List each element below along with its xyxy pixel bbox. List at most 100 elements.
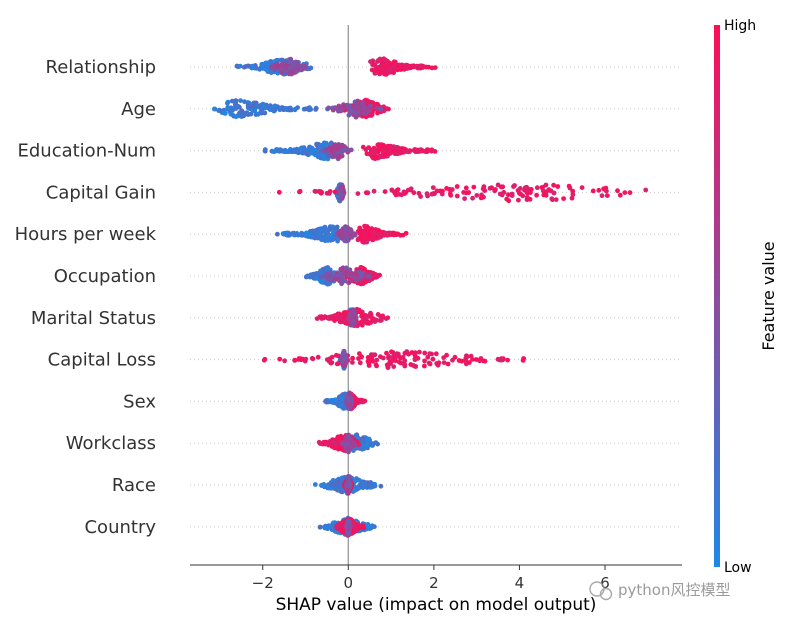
shap-point [416, 190, 422, 196]
feature-label: Sex [123, 391, 156, 412]
shap-point [441, 360, 447, 365]
shap-point [324, 399, 330, 405]
feature-label: Workclass [66, 433, 156, 454]
shap-point [383, 57, 388, 63]
shap-point [391, 364, 397, 369]
shap-point [627, 190, 633, 196]
shap-point [339, 527, 345, 533]
shap-point [332, 313, 338, 318]
shap-point [404, 63, 409, 68]
x-axis-title: SHAP value (impact on model output) [276, 595, 597, 615]
shap-point [324, 147, 329, 152]
shap-point [481, 184, 487, 190]
shap-point [366, 273, 371, 279]
shap-point [345, 475, 351, 480]
shap-point [541, 192, 547, 198]
shap-point [425, 354, 431, 360]
shap-point [477, 358, 483, 364]
shap-point [334, 483, 340, 489]
shap-point [374, 357, 380, 363]
shap-point [377, 153, 383, 159]
shap-point [371, 155, 377, 160]
shap-point [307, 144, 312, 150]
shap-point [339, 475, 345, 481]
shap-point [590, 188, 596, 194]
shap-point [335, 434, 341, 440]
shap-point [615, 188, 620, 194]
shap-point [393, 145, 399, 150]
shap-point [331, 439, 337, 445]
shap-point [327, 227, 333, 233]
shap-point [365, 107, 371, 112]
shap-point [345, 519, 351, 525]
shap-point [350, 231, 356, 237]
shap-point [312, 188, 318, 194]
shap-point [374, 105, 380, 111]
shap-point [371, 235, 376, 241]
shap-point [347, 271, 353, 277]
shap-point [312, 276, 317, 281]
shap-point [341, 352, 347, 358]
shap-point [255, 111, 261, 117]
shap-point [322, 224, 328, 230]
shap-point [297, 188, 303, 194]
shap-point [343, 226, 349, 232]
colorbar-gradient [714, 25, 720, 567]
shap-point [311, 271, 317, 277]
shap-point [355, 191, 361, 197]
shap-point [247, 103, 253, 109]
shap-point [470, 195, 475, 201]
shap-point [374, 363, 379, 369]
shap-point [345, 394, 351, 400]
shap-point [524, 195, 530, 200]
shap-point [262, 105, 268, 111]
shap-point [517, 190, 522, 196]
shap-point [353, 114, 359, 120]
shap-point [487, 185, 493, 191]
shap-point [240, 113, 246, 119]
shap-point [370, 481, 375, 487]
shap-point [370, 358, 376, 364]
shap-point [336, 353, 341, 359]
shap-point [226, 105, 231, 111]
shap-point [377, 56, 383, 62]
shap-point [346, 483, 352, 488]
shap-point [509, 191, 515, 197]
shap-point [417, 349, 422, 355]
x-tick-label: −2 [252, 574, 274, 592]
watermark: python风控模型 [589, 581, 730, 601]
shap-point [246, 63, 252, 69]
shap-point [287, 65, 292, 71]
shap-point [228, 111, 234, 117]
shap-point [296, 356, 302, 361]
shap-point [362, 279, 368, 285]
shap-point [344, 311, 349, 317]
shap-point [413, 149, 418, 155]
shap-point [339, 358, 345, 364]
shap-point [387, 61, 393, 67]
shap-point [497, 191, 503, 197]
shap-point [233, 100, 239, 106]
shap-point [364, 239, 370, 245]
shap-point [275, 231, 280, 237]
shap-point [338, 312, 344, 318]
shap-point [459, 358, 465, 364]
shap-point [311, 147, 317, 153]
shap-point [321, 440, 327, 446]
shap-point [364, 442, 370, 448]
shap-point [278, 63, 283, 68]
shap-point [371, 230, 377, 236]
shap-point [287, 71, 292, 77]
shap-point [361, 235, 366, 241]
shap-point [313, 107, 319, 112]
shap-point [379, 143, 385, 149]
shap-point [599, 193, 605, 199]
x-axis: −2 0 2 4 6 SHAP value (impact on model outpu… [190, 564, 682, 615]
shap-point [276, 189, 282, 195]
shap-point [454, 193, 460, 199]
shap-point [354, 272, 359, 277]
shap-point [320, 152, 326, 158]
shap-point [427, 351, 433, 356]
shap-point [315, 354, 321, 360]
shap-point [355, 435, 361, 441]
